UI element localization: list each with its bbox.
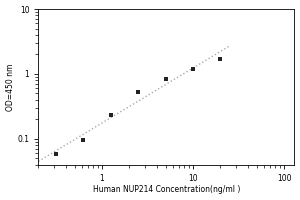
- Y-axis label: OD=450 nm: OD=450 nm: [6, 63, 15, 111]
- Point: [108, 114, 113, 117]
- Point: [163, 77, 168, 80]
- Point: [54, 152, 58, 155]
- Point: [81, 138, 86, 142]
- Point: [190, 67, 195, 70]
- Point: [218, 57, 223, 61]
- Point: [136, 91, 141, 94]
- X-axis label: Human NUP214 Concentration(ng/ml ): Human NUP214 Concentration(ng/ml ): [93, 185, 240, 194]
